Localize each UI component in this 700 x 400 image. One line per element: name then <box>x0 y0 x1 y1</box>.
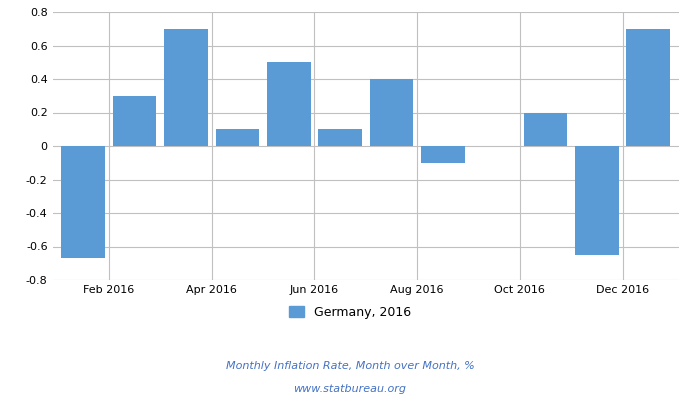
Bar <box>575 146 619 255</box>
Bar <box>318 129 362 146</box>
Bar <box>164 29 208 146</box>
Bar <box>370 79 413 146</box>
Bar <box>626 29 670 146</box>
Text: www.statbureau.org: www.statbureau.org <box>293 384 407 394</box>
Bar <box>216 129 259 146</box>
Legend: Germany, 2016: Germany, 2016 <box>284 301 416 324</box>
Bar <box>267 62 311 146</box>
Bar <box>524 112 567 146</box>
Bar <box>113 96 157 146</box>
Bar <box>421 146 465 163</box>
Text: Monthly Inflation Rate, Month over Month, %: Monthly Inflation Rate, Month over Month… <box>225 361 475 371</box>
Bar <box>62 146 105 258</box>
